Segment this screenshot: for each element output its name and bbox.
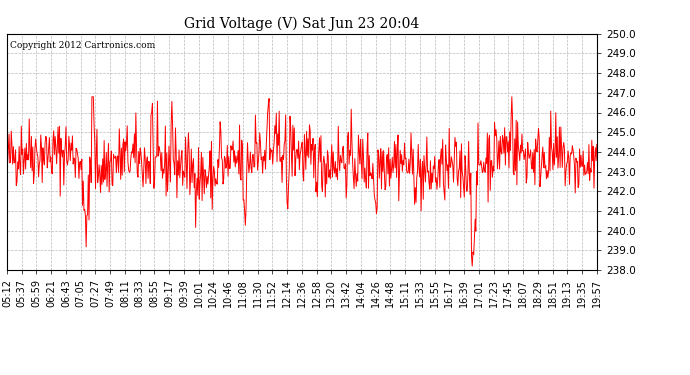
Title: Grid Voltage (V) Sat Jun 23 20:04: Grid Voltage (V) Sat Jun 23 20:04	[184, 17, 420, 31]
Text: Copyright 2012 Cartronics.com: Copyright 2012 Cartronics.com	[10, 41, 155, 50]
